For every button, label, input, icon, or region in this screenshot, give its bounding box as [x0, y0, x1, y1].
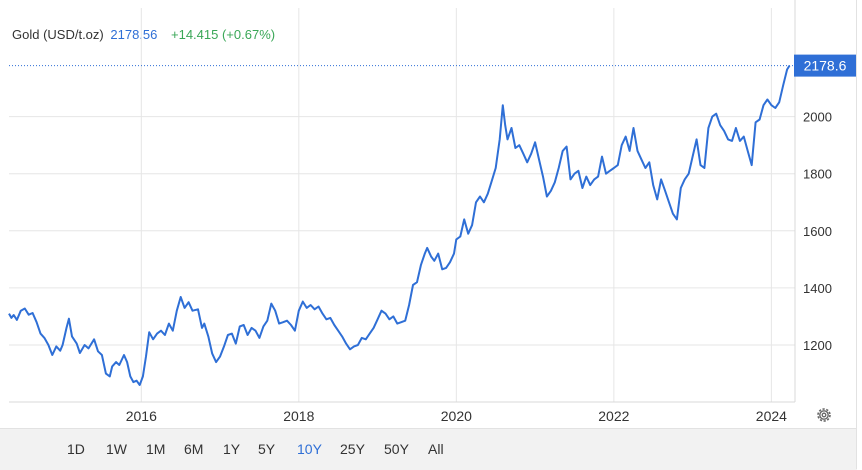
range-button-6m[interactable]: 6M [184, 441, 204, 457]
frame-border [856, 0, 857, 469]
gold-price-line [8, 65, 791, 386]
range-button-1y[interactable]: 1Y [223, 441, 241, 457]
range-button-all[interactable]: All [428, 441, 444, 457]
range-button-1w[interactable]: 1W [106, 441, 127, 457]
x-tick-label: 2018 [283, 408, 314, 424]
range-button-10y[interactable]: 10Y [297, 441, 322, 457]
x-tick-label: 2022 [598, 408, 629, 424]
price-change: +14.415 (+0.67%) [171, 27, 276, 42]
y-tick-label: 1600 [803, 224, 832, 239]
range-button-50y[interactable]: 50Y [384, 441, 409, 457]
range-button-1d[interactable]: 1D [67, 441, 85, 457]
time-range-bar: 1D 1W 1M 6M 1Y 5Y 10Y 25Y 50Y All [0, 428, 857, 470]
y-tick-label: 2000 [803, 110, 832, 125]
y-tick-label: 1400 [803, 281, 832, 296]
range-button-25y[interactable]: 25Y [340, 441, 365, 457]
y-tick-label: 1200 [803, 338, 832, 353]
symbol-label: Gold (USD/t.oz) [12, 27, 104, 42]
chart-legend: Gold (USD/t.oz) 2178.56 +14.415 (+0.67%) [12, 27, 275, 42]
x-tick-label: 2024 [756, 408, 787, 424]
y-tick-label: 1800 [803, 167, 832, 182]
last-price: 2178.56 [110, 27, 158, 42]
x-tick-label: 2020 [441, 408, 472, 424]
price-chart: 1200140016001800200022002016201820202022… [8, 0, 856, 424]
last-value-label: 2178.6 [804, 58, 847, 74]
range-button-5y[interactable]: 5Y [258, 441, 276, 457]
last-value-badge [794, 54, 856, 77]
range-button-1m[interactable]: 1M [146, 441, 166, 457]
gear-icon[interactable] [815, 406, 833, 424]
x-tick-label: 2016 [126, 408, 157, 424]
